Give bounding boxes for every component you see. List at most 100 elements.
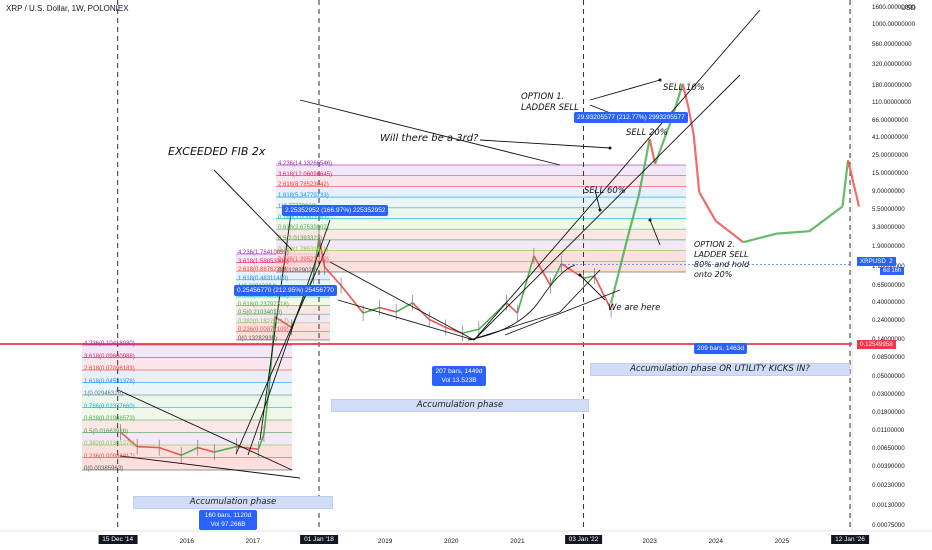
- fib-zone: [236, 297, 330, 306]
- fib-level-label: 3.618(1.58853308): [238, 258, 289, 265]
- projection-segment: [808, 205, 844, 233]
- range-box-1: 160 bars, 1120d Vol 97.266B: [199, 510, 257, 530]
- fib-zone: [276, 218, 686, 230]
- annotation-option2: OPTION 2.: [694, 240, 735, 249]
- fib-level-label: 3.618(12.06096645): [278, 171, 333, 178]
- fib-zone: [276, 165, 686, 176]
- annotation-arrow: [649, 219, 661, 246]
- price-segment: [214, 445, 237, 453]
- range-box-3: 209 bars, 1463d: [694, 343, 747, 354]
- fib-zone: [82, 370, 292, 383]
- x-tick-label: 01 Jan '18: [300, 535, 338, 544]
- annotation-third: Will there be a 3rd?: [380, 133, 479, 144]
- annotation-arrow: [594, 189, 601, 211]
- phase-band-2: Accumulation phase: [331, 399, 589, 412]
- fib-zone: [276, 250, 686, 262]
- projection-segment: [841, 160, 850, 207]
- fib-level-label: 0.618(0.23797318): [238, 301, 289, 308]
- fib-level-label: 0.5(0.21034018): [238, 310, 283, 317]
- fib-zone: [236, 322, 330, 332]
- fib-zone: [236, 305, 330, 315]
- fib-zone: [82, 432, 292, 445]
- y-tick-label: 15.00000000: [872, 169, 909, 177]
- y-tick-label: 0.03000000: [872, 390, 905, 398]
- x-tick-label: 2025: [774, 538, 790, 545]
- price-segment: [257, 433, 265, 450]
- projection-segment: [743, 232, 777, 244]
- annotation-arrow: [589, 79, 661, 101]
- y-tick-label: 1.10000000: [872, 263, 905, 270]
- y-tick-label: 0.05000000: [872, 372, 905, 380]
- fib-zone: [276, 261, 686, 272]
- annotation-exceeded-fib: EXCEEDED FIB 2x: [168, 145, 266, 158]
- fib-level-label: 0.236(0.00986817): [84, 453, 135, 460]
- fib-level-label: 0(0.13282935): [238, 336, 278, 342]
- trend-line: [235, 239, 331, 455]
- trend-line: [299, 99, 561, 166]
- trend-line: [247, 219, 331, 456]
- price-segment: [428, 318, 447, 329]
- y-tick-label: 1600.00000000: [872, 4, 916, 11]
- range-box-2-bars: 207 bars, 1449d: [435, 368, 483, 375]
- measure-box-1: 0.25456770 (212.95%) 25456770: [234, 285, 337, 296]
- annotation-ladder-sell-2: LADDER SELL: [694, 250, 749, 259]
- price-segment: [197, 446, 215, 453]
- fib-zone: [82, 357, 292, 370]
- price-segment: [137, 445, 160, 449]
- y-tick-label: 320.00000000: [872, 61, 912, 69]
- fib-level-label: 0.236(0.00877109): [238, 327, 289, 334]
- annotation-arrow-head: [578, 273, 582, 277]
- price-segment: [120, 431, 138, 448]
- y-tick-label: 0.08500000: [872, 353, 905, 361]
- fib-zone: [82, 345, 292, 358]
- y-tick-label: 25.00000000: [872, 151, 909, 159]
- x-tick-label: 2023: [642, 538, 657, 545]
- measure-box-2: 2.25352952 (166.97%) 225352952: [282, 205, 389, 216]
- x-tick-label: 2024: [708, 538, 723, 545]
- fib-level-label: 0.5(0.01663926): [84, 428, 129, 435]
- y-tick-label: 0.01800000: [872, 409, 905, 417]
- trend-line: [469, 311, 561, 341]
- x-tick-label: 2016: [179, 538, 194, 545]
- price-segment: [516, 255, 535, 314]
- price-segment: [158, 446, 182, 456]
- price-segment: [263, 384, 271, 435]
- price-segment: [549, 263, 563, 286]
- fib-level-label: 0.382(1.78531411): [278, 246, 329, 253]
- range-box-2: 207 bars, 1449d Vol 13.523B: [432, 366, 486, 386]
- annotation-arrow: [479, 139, 611, 149]
- annotation-sell-60: SELL 60%: [584, 186, 626, 196]
- fib-level-label: 1.618(0.04531378): [84, 378, 135, 385]
- price-segment: [533, 255, 552, 286]
- y-tick-label: 9.00000000: [872, 188, 905, 196]
- x-tick-label: 12 Jan '26: [831, 535, 869, 544]
- annotation-ladder-sell-1: LADDER SELL: [521, 103, 579, 113]
- y-tick-label: 41.00000000: [872, 134, 909, 142]
- y-tick-label: 0.24000000: [872, 316, 905, 324]
- fib-level-label: 4.236(0.10418030): [84, 341, 135, 347]
- trend-line: [213, 169, 293, 251]
- annotation-we-are-here: We are here: [608, 303, 661, 313]
- fib-level-label: 0.786(0.02377660): [84, 403, 135, 410]
- y-tick-label: 0.00390000: [872, 463, 905, 471]
- countdown-tag: 6d 16h: [880, 267, 905, 275]
- fib-level-label: 0.618(2.67539002): [278, 225, 329, 232]
- y-tick-label: 0.14000000: [872, 336, 905, 343]
- fib-zone: [82, 407, 292, 420]
- trend-line: [504, 289, 621, 336]
- price-segment: [362, 306, 380, 314]
- trend-line: [329, 261, 475, 341]
- phase-band-3: Accumulation phase OR UTILITY KICKS IN?: [590, 363, 850, 376]
- trend-line: [117, 389, 293, 471]
- projection-segment: [846, 160, 861, 207]
- price-segment: [340, 285, 364, 314]
- fib-level-label: 2.618(0.88762384): [238, 267, 289, 274]
- fib-zone: [276, 197, 686, 208]
- price-segment: [236, 445, 259, 451]
- trend-line: [119, 455, 301, 479]
- fib-level-label: 0.786(3.00003183): [278, 214, 329, 221]
- fib-level-label: 0.786(0.27584213): [238, 293, 289, 299]
- projection-segment: [637, 138, 651, 197]
